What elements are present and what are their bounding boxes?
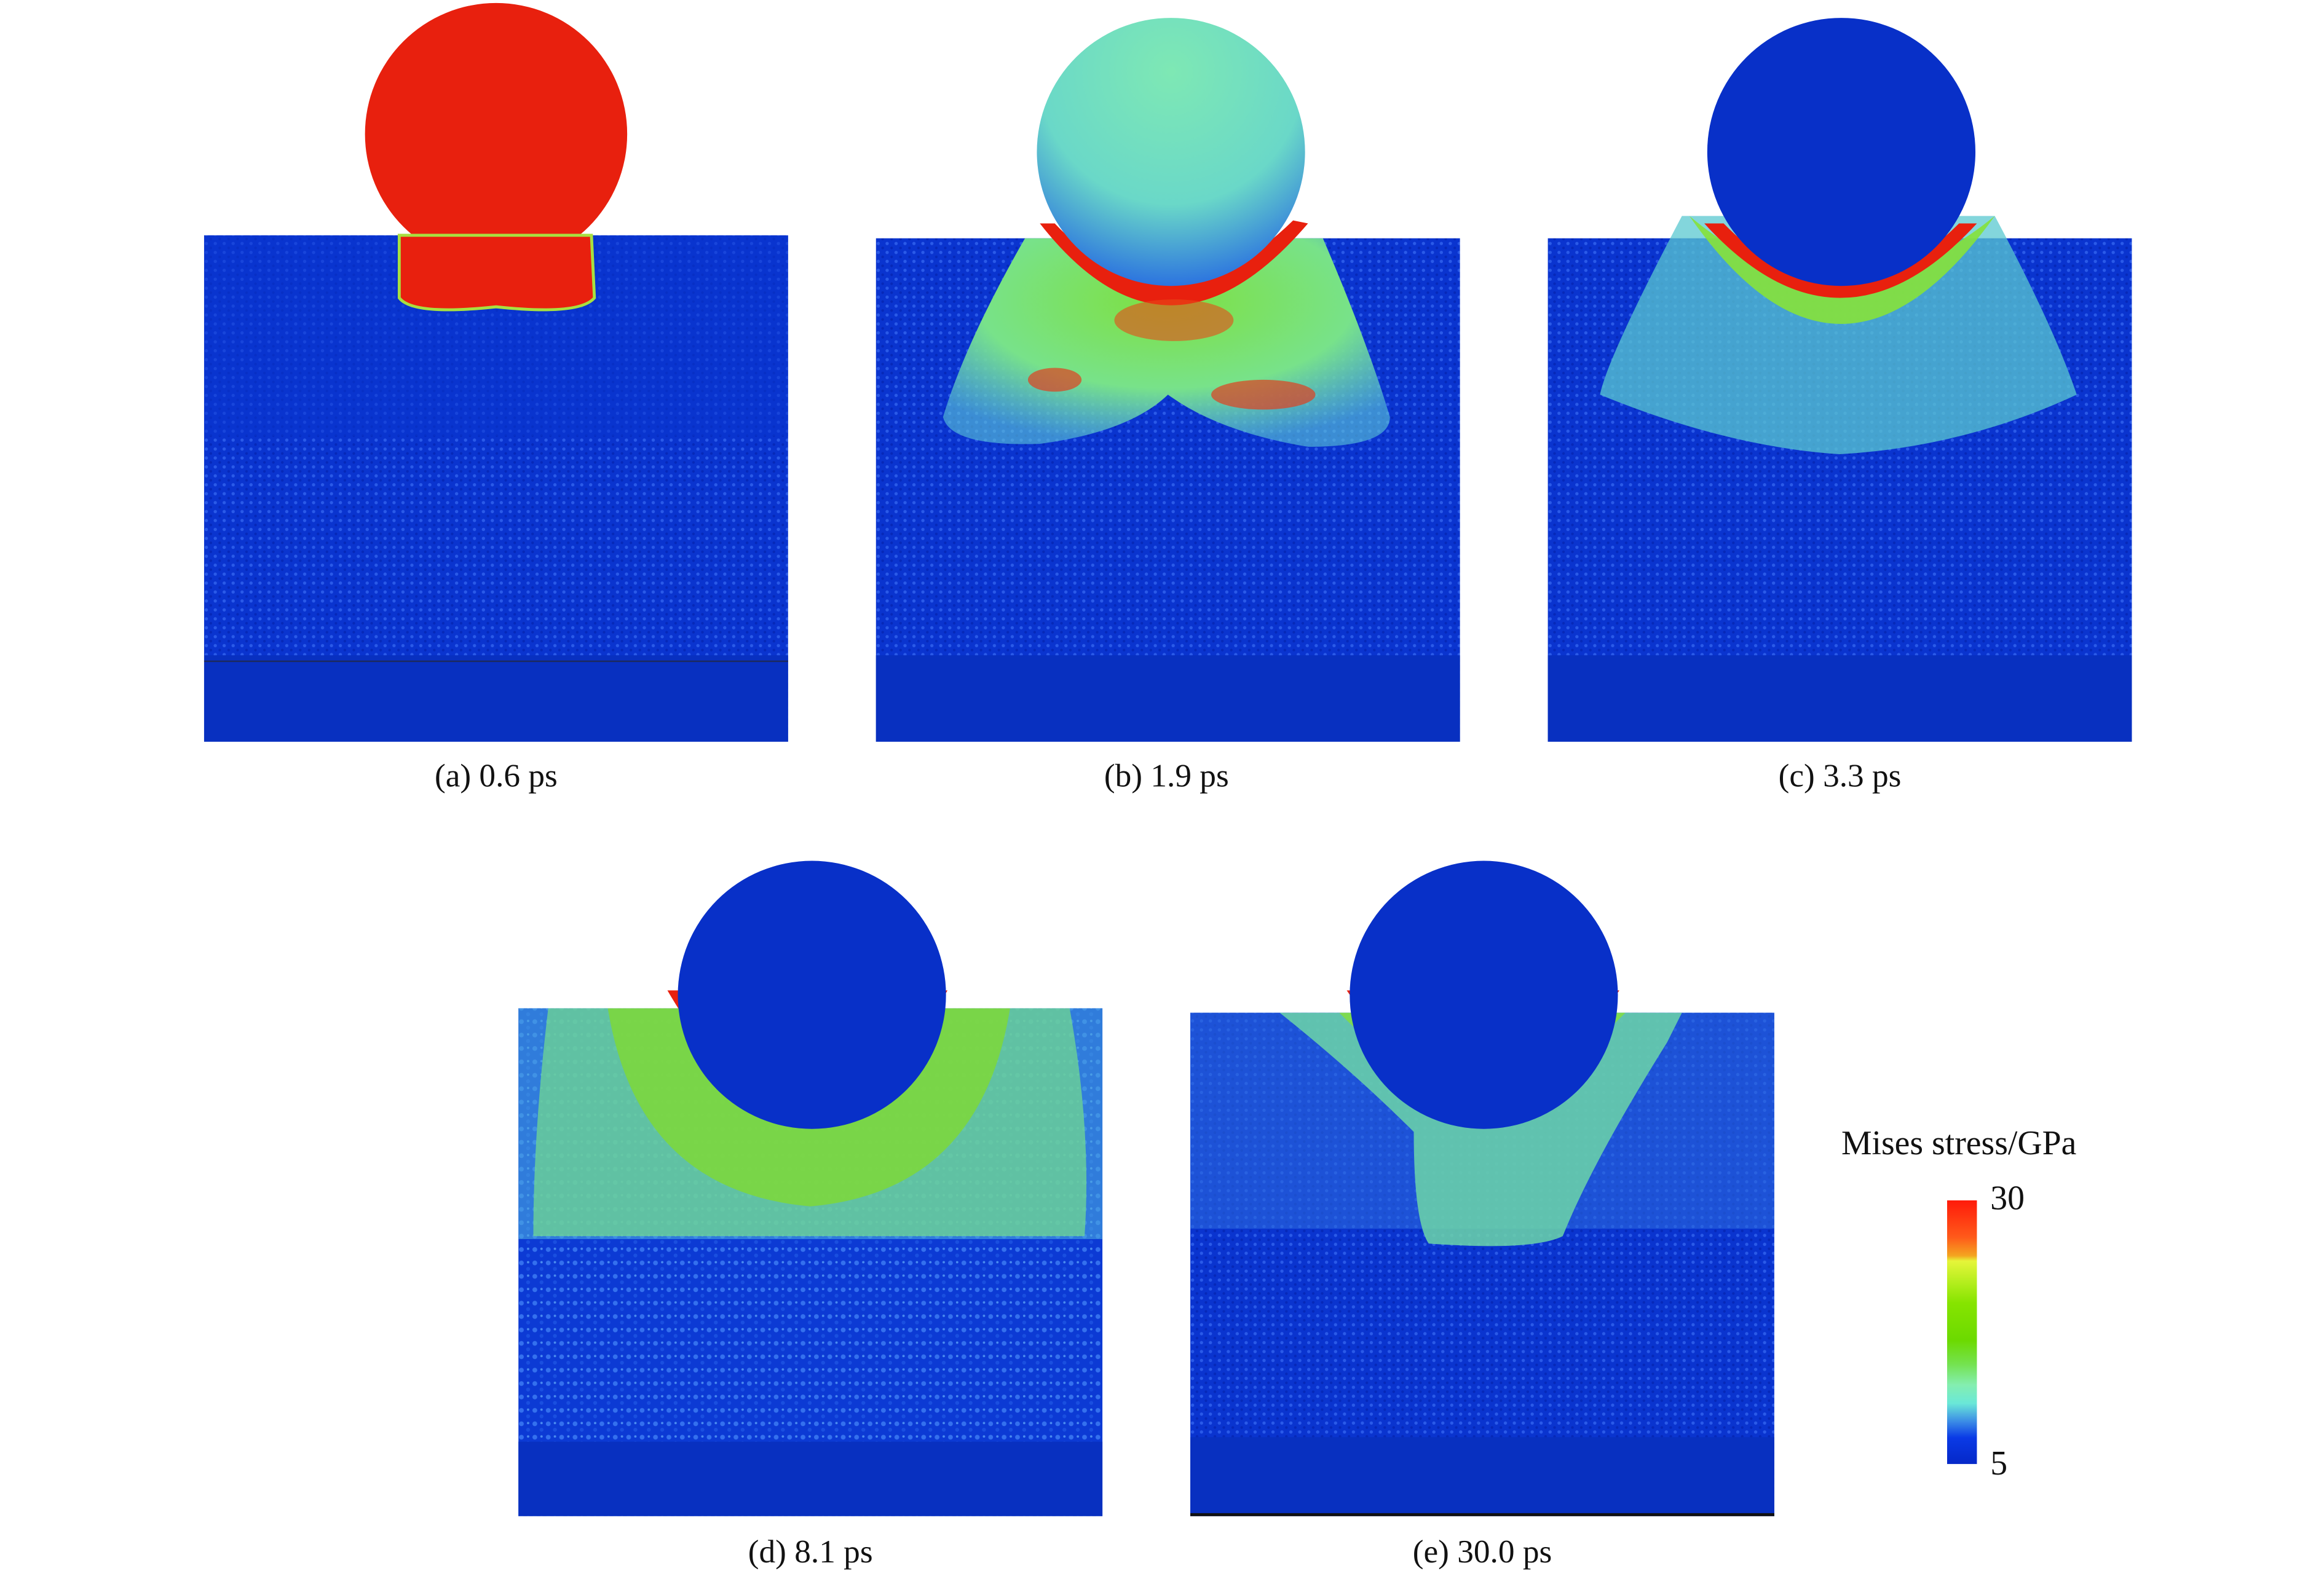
projectile-sphere — [678, 860, 946, 1129]
panel-c-image — [1547, 18, 2132, 742]
panel-d-image — [518, 860, 1103, 1516]
projectile-sphere — [1350, 860, 1618, 1129]
panel-e: (e) 30.0 ps — [1190, 0, 1774, 1570]
panel-e-image — [1190, 860, 1774, 1516]
panel-a: (a) 0.6 ps — [204, 0, 788, 794]
panel-a-image — [204, 2, 788, 742]
colorbar-max-label: 30 — [1990, 1179, 2025, 1217]
colorbar-min-label: 5 — [1990, 1444, 2008, 1482]
projectile-sphere — [1707, 18, 1976, 286]
caption-d: (d) 8.1 ps — [748, 1532, 873, 1570]
panel-d: (d) 8.1 ps — [518, 0, 1103, 1570]
colorbar — [1947, 1200, 1977, 1464]
caption-e: (e) 30.0 ps — [1412, 1532, 1552, 1570]
projectile-sphere — [1037, 18, 1305, 286]
high-stress-shell — [1040, 220, 1308, 305]
caption-b: (b) 1.9 ps — [1104, 756, 1229, 794]
caption-a: (a) 0.6 ps — [434, 756, 558, 794]
caption-c: (c) 3.3 ps — [1778, 756, 1902, 794]
projectile-sphere — [365, 2, 628, 266]
panel-c: (c) 3.3 ps — [1547, 0, 2132, 794]
deformed-contact-zone — [397, 234, 596, 312]
stress-plume — [1600, 216, 2077, 455]
panel-b: (b) 1.9 ps — [875, 0, 1460, 794]
high-stress-shell — [1704, 223, 1977, 298]
panel-b-image — [875, 18, 1460, 742]
colorbar-title: Mises stress/GPa — [1841, 1124, 2077, 1162]
